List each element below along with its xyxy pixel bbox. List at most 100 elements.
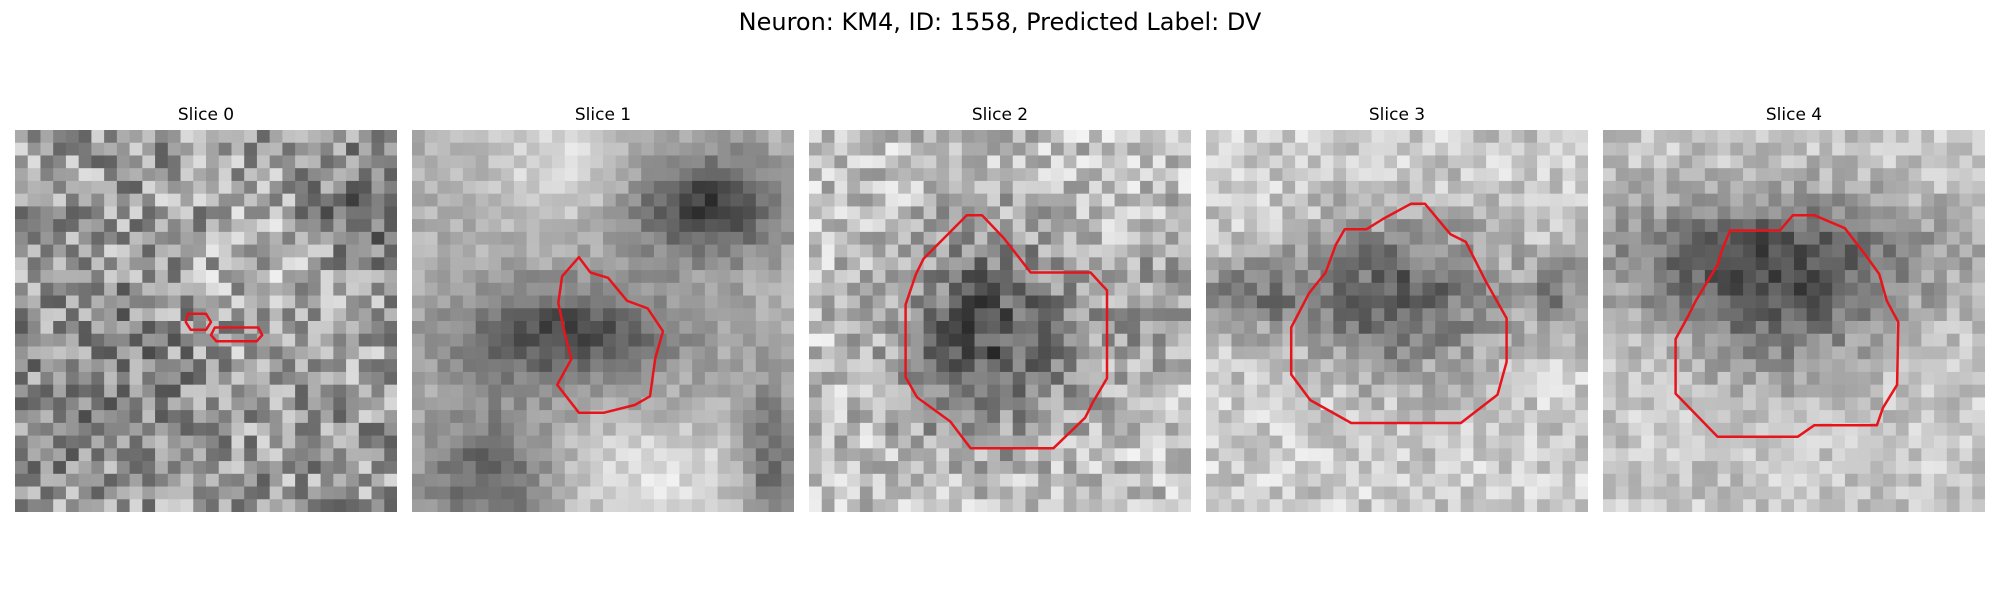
pixel [244, 448, 258, 462]
pixel [1883, 180, 1897, 195]
pixel [155, 473, 169, 487]
pixel [603, 422, 617, 436]
pixel [679, 308, 693, 322]
pixel [384, 168, 397, 182]
pixel [692, 244, 706, 258]
pixel [167, 473, 181, 487]
pixel [53, 142, 67, 156]
pixel [1038, 321, 1052, 335]
pixel [809, 244, 823, 258]
pixel [768, 168, 782, 182]
pixel [333, 193, 347, 207]
pixel [1152, 422, 1166, 436]
pixel [1206, 461, 1220, 475]
pixel [1844, 346, 1859, 360]
pixel [1000, 359, 1014, 373]
pixel [974, 384, 988, 398]
pixel [155, 346, 169, 360]
pixel [872, 473, 886, 487]
pixel [501, 257, 515, 271]
pixel [1603, 219, 1617, 233]
pixel [1717, 308, 1731, 322]
pixel [987, 435, 1001, 449]
pixel [1615, 142, 1629, 156]
pixel [1384, 448, 1398, 462]
pixel [717, 180, 731, 195]
pixel [1806, 359, 1820, 373]
pixel [1101, 435, 1115, 449]
pixel [1768, 346, 1782, 360]
pixel [1000, 435, 1014, 449]
pixel [847, 333, 861, 347]
pixel [1178, 270, 1191, 284]
pixel [1537, 333, 1551, 347]
pixel [1615, 321, 1629, 335]
pixel [1524, 206, 1538, 220]
pixel [859, 219, 874, 233]
pixel [1435, 231, 1449, 245]
pixel [974, 270, 988, 284]
pixel [1409, 397, 1423, 411]
pixel [1717, 359, 1731, 373]
pixel [501, 270, 515, 284]
pixel [781, 257, 794, 271]
pixel [358, 295, 372, 309]
pixel [1537, 410, 1551, 424]
pixel [1371, 333, 1385, 347]
pixel [730, 308, 744, 322]
pixel [1409, 142, 1423, 156]
pixel [1653, 499, 1668, 512]
pixel [961, 308, 975, 322]
pixel [834, 155, 848, 169]
pixel [1844, 333, 1859, 347]
pixel [1549, 244, 1563, 258]
pixel [1628, 295, 1642, 309]
pixel [1333, 282, 1347, 296]
pixel [1628, 448, 1642, 462]
pixel [1844, 371, 1859, 386]
pixel [717, 473, 731, 487]
pixel [834, 333, 848, 347]
pixel [1114, 244, 1128, 258]
pixel [847, 499, 861, 512]
pixel [743, 155, 757, 169]
pixel [1666, 486, 1680, 500]
pixel [730, 359, 744, 373]
pixel [1269, 384, 1283, 398]
pixel [501, 435, 515, 449]
pixel [692, 231, 706, 245]
pixel [1012, 155, 1026, 169]
pixel [1012, 346, 1026, 360]
pixel [167, 435, 181, 449]
pixel [936, 486, 950, 500]
pixel [1704, 231, 1718, 245]
pixel [129, 193, 143, 207]
pixel [269, 422, 283, 436]
pixel [1282, 244, 1296, 258]
pixel [1127, 448, 1141, 462]
pixel [155, 397, 169, 411]
pixel [501, 486, 515, 500]
pixel [65, 333, 80, 347]
pixel [1397, 499, 1411, 512]
pixel [653, 295, 668, 309]
pixel [155, 321, 169, 335]
pixel [1256, 257, 1271, 271]
pixel [859, 193, 874, 207]
pixel [193, 206, 207, 220]
pixel [65, 244, 80, 258]
pixel [577, 130, 591, 144]
pixel [167, 142, 181, 156]
pixel [1050, 257, 1065, 271]
pixel [1921, 448, 1935, 462]
pixel [936, 461, 950, 475]
pixel [910, 346, 924, 360]
pixel [269, 499, 283, 512]
pixel [65, 422, 80, 436]
pixel [1755, 219, 1769, 233]
pixel [1511, 422, 1525, 436]
pixel [552, 244, 566, 258]
pixel [1460, 486, 1474, 500]
pixel [1603, 321, 1617, 335]
pixel [1231, 359, 1245, 373]
